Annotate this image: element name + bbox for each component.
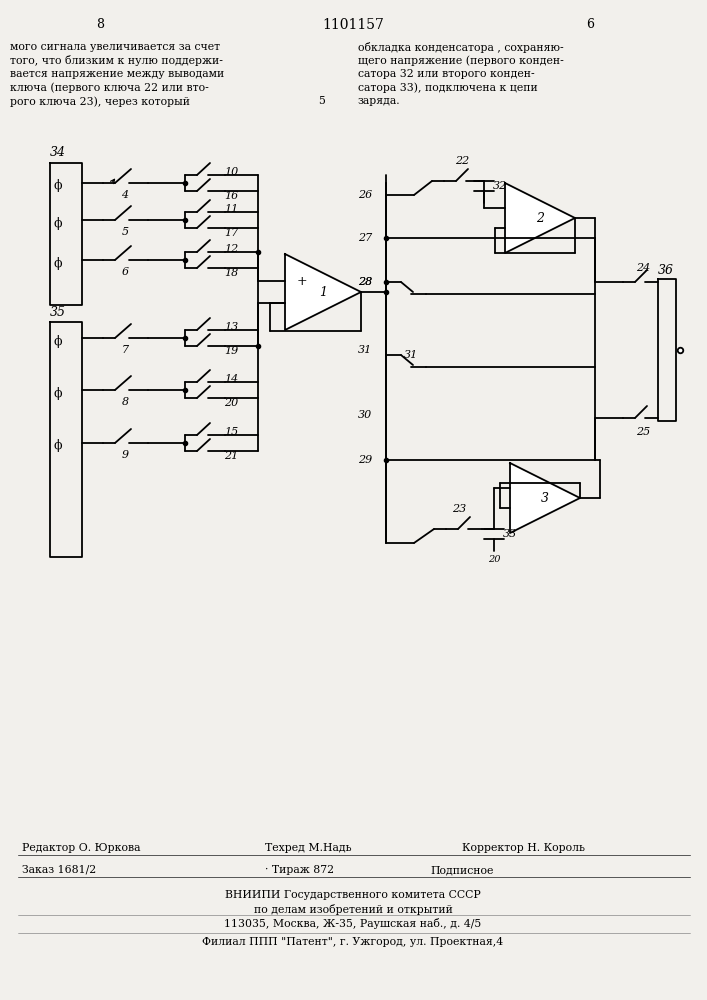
Polygon shape	[505, 183, 575, 253]
Text: Подписное: Подписное	[430, 865, 493, 875]
Text: 27: 27	[358, 233, 372, 243]
Text: 14: 14	[224, 374, 238, 384]
Text: ϕ: ϕ	[54, 217, 62, 230]
Text: · Тираж 872: · Тираж 872	[265, 865, 334, 875]
Text: 15: 15	[224, 427, 238, 437]
Text: 17: 17	[224, 228, 238, 238]
Text: вается напряжение между выводами: вается напряжение между выводами	[10, 69, 224, 79]
Text: 16: 16	[224, 191, 238, 201]
Text: Филиал ППП "Патент", г. Ужгород, ул. Проектная,4: Филиал ППП "Патент", г. Ужгород, ул. Про…	[202, 937, 503, 947]
Text: сатора 32 или второго конден-: сатора 32 или второго конден-	[358, 69, 534, 79]
Text: 1: 1	[319, 286, 327, 298]
Text: 36: 36	[658, 263, 674, 276]
Text: ϕ: ϕ	[54, 180, 62, 192]
Text: 4: 4	[122, 190, 129, 200]
Text: щего напряжение (первого конден-: щего напряжение (первого конден-	[358, 55, 563, 66]
Text: 11: 11	[224, 204, 238, 214]
Text: 12: 12	[224, 244, 238, 254]
Text: 21: 21	[224, 451, 238, 461]
Text: 33: 33	[503, 529, 517, 539]
Text: мого сигнала увеличивается за счет: мого сигнала увеличивается за счет	[10, 42, 220, 52]
Text: заряда.: заряда.	[358, 96, 401, 106]
Text: 1101157: 1101157	[322, 18, 384, 32]
Text: 5: 5	[122, 227, 129, 237]
Text: сатора 33), подключена к цепи: сатора 33), подключена к цепи	[358, 83, 538, 93]
Text: 20: 20	[488, 554, 501, 564]
Text: 34: 34	[50, 146, 66, 159]
Text: ϕ: ϕ	[54, 440, 62, 452]
Text: 8: 8	[96, 18, 104, 31]
Text: 19: 19	[224, 346, 238, 356]
Text: 26: 26	[358, 190, 372, 200]
Text: 31: 31	[404, 350, 419, 360]
Text: 20: 20	[224, 398, 238, 408]
Text: 6: 6	[122, 267, 129, 277]
Text: 30: 30	[358, 410, 372, 420]
Text: 5: 5	[318, 96, 325, 106]
Text: 13: 13	[224, 322, 238, 332]
Text: 3: 3	[541, 491, 549, 504]
Text: 6: 6	[586, 18, 594, 31]
Polygon shape	[285, 254, 361, 330]
Text: рого ключа 23), через который: рого ключа 23), через который	[10, 96, 190, 107]
Text: +: +	[297, 275, 308, 288]
Text: ϕ: ϕ	[54, 386, 62, 399]
Text: Корректор Н. Король: Корректор Н. Король	[462, 843, 585, 853]
Text: обкладка конденсатора , сохраняю-: обкладка конденсатора , сохраняю-	[358, 42, 563, 53]
Text: 22: 22	[455, 156, 469, 166]
Text: ключа (первого ключа 22 или вто-: ключа (первого ключа 22 или вто-	[10, 83, 209, 93]
Text: 28: 28	[358, 277, 372, 287]
Text: 24: 24	[636, 263, 650, 273]
Text: 31: 31	[358, 345, 372, 355]
Text: 35: 35	[50, 306, 66, 318]
Text: 113035, Москва, Ж-35, Раушская наб., д. 4/5: 113035, Москва, Ж-35, Раушская наб., д. …	[224, 918, 481, 929]
Text: 29: 29	[358, 455, 372, 465]
Text: ϕ: ϕ	[54, 334, 62, 348]
Text: 8: 8	[122, 397, 129, 407]
Text: Заказ 1681/2: Заказ 1681/2	[22, 865, 96, 875]
Polygon shape	[510, 463, 580, 533]
Text: 10: 10	[224, 167, 238, 177]
Text: 28: 28	[358, 277, 372, 287]
Text: 2: 2	[536, 212, 544, 225]
Text: 25: 25	[636, 427, 650, 437]
Text: Редактор О. Юркова: Редактор О. Юркова	[22, 843, 141, 853]
Text: Техред М.Надь: Техред М.Надь	[265, 843, 351, 853]
Text: ВНИИПИ Государственного комитета СССР: ВНИИПИ Государственного комитета СССР	[225, 890, 481, 900]
Text: 18: 18	[224, 268, 238, 278]
Text: 32: 32	[493, 181, 507, 191]
Text: 23: 23	[452, 504, 466, 514]
Text: по делам изобретений и открытий: по делам изобретений и открытий	[254, 904, 452, 915]
Text: 9: 9	[122, 450, 129, 460]
Text: ϕ: ϕ	[54, 256, 62, 269]
Text: 7: 7	[122, 345, 129, 355]
Text: того, что близким к нулю поддержи-: того, что близким к нулю поддержи-	[10, 55, 223, 66]
